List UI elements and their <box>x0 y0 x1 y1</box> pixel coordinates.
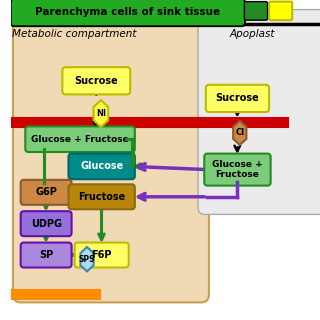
Text: Apoplast: Apoplast <box>229 28 275 39</box>
Polygon shape <box>233 121 246 145</box>
Text: Glucose +
Fructose: Glucose + Fructose <box>212 160 263 179</box>
FancyBboxPatch shape <box>68 184 135 209</box>
Text: G6P: G6P <box>35 187 57 197</box>
FancyBboxPatch shape <box>206 85 269 112</box>
FancyBboxPatch shape <box>21 180 72 205</box>
Text: Glucose + Fructose: Glucose + Fructose <box>31 135 129 144</box>
Text: Parenchyma cells of sink tissue: Parenchyma cells of sink tissue <box>35 7 220 18</box>
Text: F6P: F6P <box>92 250 112 260</box>
FancyBboxPatch shape <box>21 211 72 236</box>
FancyBboxPatch shape <box>62 67 130 94</box>
Text: Sucrose: Sucrose <box>74 76 118 86</box>
FancyBboxPatch shape <box>269 2 292 20</box>
Text: NI: NI <box>96 109 106 118</box>
FancyBboxPatch shape <box>244 2 268 20</box>
Text: Metabolic compartment: Metabolic compartment <box>12 28 137 39</box>
Text: UDPG: UDPG <box>31 219 62 229</box>
Text: Sucrose: Sucrose <box>216 93 259 103</box>
Polygon shape <box>94 100 108 127</box>
Text: Glucose: Glucose <box>80 161 123 172</box>
FancyBboxPatch shape <box>25 126 135 152</box>
FancyBboxPatch shape <box>21 243 72 268</box>
FancyBboxPatch shape <box>13 16 209 302</box>
FancyBboxPatch shape <box>75 243 129 268</box>
Text: Fructose: Fructose <box>78 192 125 202</box>
FancyBboxPatch shape <box>68 154 135 179</box>
FancyBboxPatch shape <box>198 10 320 214</box>
Text: SPS: SPS <box>79 255 95 264</box>
Text: CI: CI <box>235 128 244 137</box>
FancyBboxPatch shape <box>11 0 245 26</box>
Polygon shape <box>80 247 94 271</box>
Text: SP: SP <box>39 250 53 260</box>
FancyBboxPatch shape <box>204 154 271 186</box>
